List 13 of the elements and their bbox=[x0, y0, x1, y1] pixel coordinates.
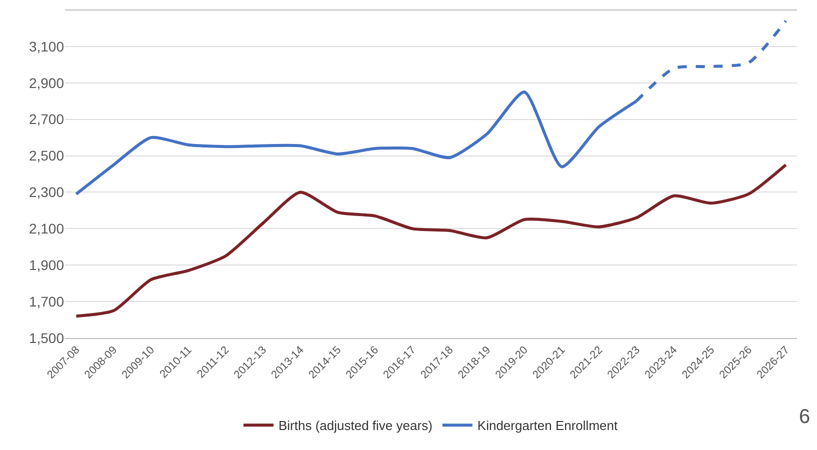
legend-label: Kindergarten Enrollment bbox=[477, 418, 618, 434]
y-tick-label: 2,900 bbox=[28, 74, 64, 91]
y-tick-label: 1,500 bbox=[28, 330, 64, 346]
y-tick-label: 2,100 bbox=[28, 220, 64, 237]
text: 6 bbox=[799, 406, 810, 428]
legend-label: Births (adjusted five years) bbox=[278, 418, 432, 434]
line-series bbox=[74, 163, 788, 318]
y-tick-label: 1,700 bbox=[28, 293, 64, 310]
y-tick-label: 2,500 bbox=[28, 148, 64, 164]
y-tick-label: 2,300 bbox=[28, 184, 64, 200]
y-tick-label: 2,700 bbox=[28, 111, 64, 128]
y-tick-label: 1,900 bbox=[28, 257, 64, 274]
y-tick-label: 3,100 bbox=[28, 38, 64, 54]
